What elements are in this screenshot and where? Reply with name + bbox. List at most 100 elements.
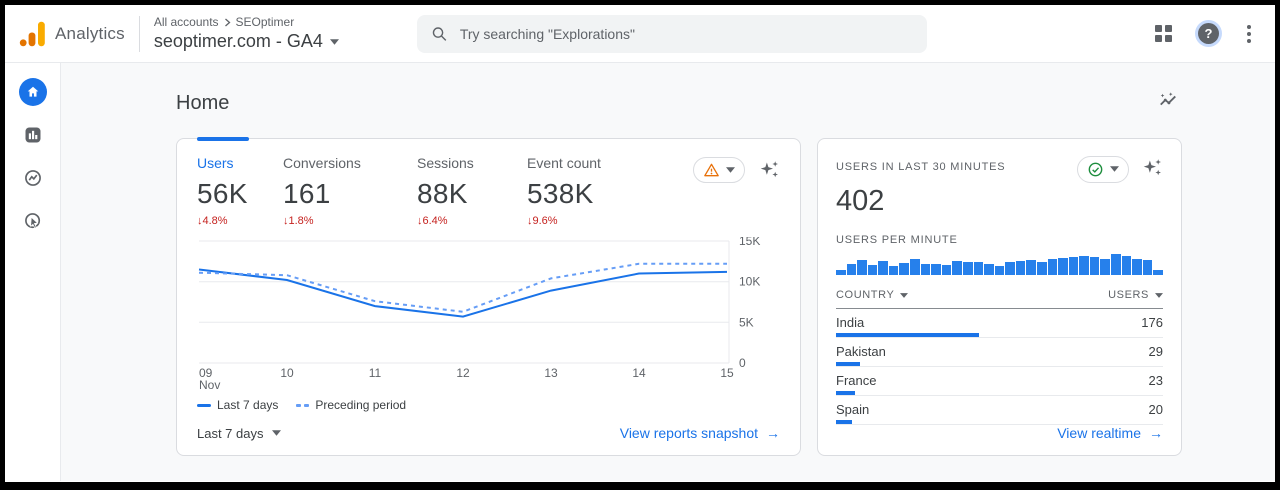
svg-text:14: 14 (632, 366, 646, 380)
property-name-label: seoptimer.com - GA4 (153, 31, 323, 51)
svg-text:15K: 15K (739, 237, 760, 248)
legend-label: Preceding period (315, 398, 407, 412)
metric-tab-conversions[interactable]: Conversions 161 ↓1.8% (283, 155, 417, 227)
search-icon (432, 26, 447, 41)
breadcrumb-root: All accounts (153, 15, 219, 29)
realtime-title: USERS IN LAST 30 MINUTES (836, 161, 1006, 173)
help-icon[interactable]: ? (1198, 23, 1219, 44)
sidebar-item-reports[interactable] (18, 120, 48, 150)
metric-tab-sessions[interactable]: Sessions 88K ↓6.4% (417, 155, 527, 227)
data-quality-ok-dropdown[interactable] (1077, 155, 1129, 183)
metric-label: Users (197, 155, 234, 171)
arrow-right-icon: → (1149, 425, 1163, 441)
country-bar (836, 420, 853, 424)
country-name: France (836, 373, 877, 388)
metric-value: 88K (417, 178, 468, 209)
insights-button[interactable] (1153, 87, 1183, 120)
sparkle-icon (760, 161, 778, 178)
users-per-minute-chart (836, 253, 1163, 275)
legend-preceding-period: Preceding period (296, 398, 406, 412)
brand-name: Analytics (55, 23, 125, 43)
sidebar-item-advertising[interactable] (18, 206, 48, 236)
caret-down-icon (900, 292, 909, 298)
legend-label: Last 7 days (217, 398, 279, 412)
breadcrumb[interactable]: All accounts SEOptimer (154, 15, 339, 29)
table-row-india: India 176 (836, 309, 1163, 338)
home-icon (18, 78, 47, 106)
search-bar[interactable] (416, 14, 927, 53)
metric-value: 161 (283, 178, 331, 209)
country-users: 23 (1148, 373, 1163, 388)
realtime-country-table: COUNTRY USERS India 176 (836, 289, 1163, 425)
caret-down-icon (726, 167, 735, 173)
column-label: USERS (1108, 289, 1149, 301)
sidebar-item-home[interactable] (18, 77, 48, 107)
data-quality-dropdown[interactable] (693, 157, 745, 183)
breadcrumb-current: SEOptimer (235, 15, 295, 29)
svg-text:10: 10 (280, 366, 294, 380)
link-label: View realtime (1057, 425, 1141, 441)
caret-down-icon (329, 38, 339, 45)
view-realtime-link[interactable]: View realtime → (1057, 425, 1163, 441)
country-name: Spain (836, 402, 870, 417)
metric-value: 56K (197, 178, 248, 209)
svg-text:10K: 10K (739, 275, 760, 289)
reports-snapshot-card: Users 56K ↓4.8% Conversions 161 ↓1.8% Se… (176, 137, 801, 456)
realtime-card: USERS IN LAST 30 MINUTES (817, 138, 1182, 456)
metric-label: Conversions (283, 155, 361, 171)
warning-icon (704, 163, 719, 177)
arrow-right-icon: → (766, 425, 780, 441)
users-last-30-min-value: 402 (836, 185, 885, 217)
more-options-icon[interactable] (1245, 23, 1253, 45)
metric-delta: ↓9.6% (527, 215, 558, 227)
insights-sparkle-button[interactable] (759, 157, 780, 185)
column-label: COUNTRY (836, 289, 895, 301)
content-area: Home Users 5 (61, 63, 1275, 481)
property-name[interactable]: seoptimer.com - GA4 (154, 31, 339, 52)
view-reports-snapshot-link[interactable]: View reports snapshot → (620, 425, 780, 441)
svg-text:13: 13 (544, 366, 558, 380)
page-title: Home (176, 92, 230, 114)
country-bar (836, 333, 980, 337)
check-circle-icon (1088, 162, 1103, 176)
metric-value: 538K (527, 178, 594, 209)
svg-text:5K: 5K (739, 315, 754, 329)
property-selector[interactable]: All accounts SEOptimer seoptimer.com - G… (154, 15, 339, 52)
sidebar-item-explore[interactable] (18, 163, 48, 193)
metric-tab-users[interactable]: Users 56K ↓4.8% (197, 155, 283, 227)
svg-text:15: 15 (720, 366, 734, 380)
country-bar (836, 391, 855, 395)
table-row-france: France 23 (836, 367, 1163, 396)
svg-text:0: 0 (739, 356, 746, 370)
caret-down-icon (271, 430, 281, 436)
metric-tab-event-count[interactable]: Event count 538K ↓9.6% (527, 155, 647, 227)
sparkle-icon (1143, 159, 1161, 176)
country-users: 176 (1141, 315, 1163, 330)
solid-line-swatch (197, 403, 211, 407)
dashed-line-swatch (296, 403, 310, 407)
explore-icon (24, 170, 41, 186)
reports-icon (25, 127, 40, 143)
metric-delta: ↓1.8% (283, 215, 314, 227)
metric-delta: ↓6.4% (417, 215, 448, 227)
users-per-minute-label: USERS PER MINUTE (836, 234, 958, 246)
country-name: Pakistan (836, 344, 886, 359)
column-header-country[interactable]: COUNTRY (836, 289, 909, 301)
insights-sparkle-button[interactable] (1142, 155, 1163, 183)
svg-text:12: 12 (456, 366, 470, 380)
svg-text:11: 11 (369, 366, 382, 380)
app-window: Analytics All accounts SEOptimer seoptim… (5, 5, 1275, 482)
analytics-logo-icon (19, 21, 45, 46)
diagnostics-grid-icon[interactable] (1155, 25, 1172, 42)
link-label: View reports snapshot (619, 425, 758, 441)
metric-label: Sessions (417, 155, 474, 171)
date-range-dropdown[interactable]: Last 7 days (197, 426, 281, 441)
users-trend-chart: 0 5K 10K 15K 09 Nov 10 11 12 13 14 15 (197, 234, 780, 396)
search-input[interactable] (459, 25, 913, 42)
advertising-icon (24, 213, 40, 229)
topbar-divider (138, 15, 140, 52)
analytics-logo[interactable]: Analytics (19, 21, 125, 47)
column-header-users[interactable]: USERS (1108, 289, 1163, 301)
metric-delta: ↓4.8% (197, 215, 228, 227)
caret-down-icon (1110, 166, 1119, 172)
